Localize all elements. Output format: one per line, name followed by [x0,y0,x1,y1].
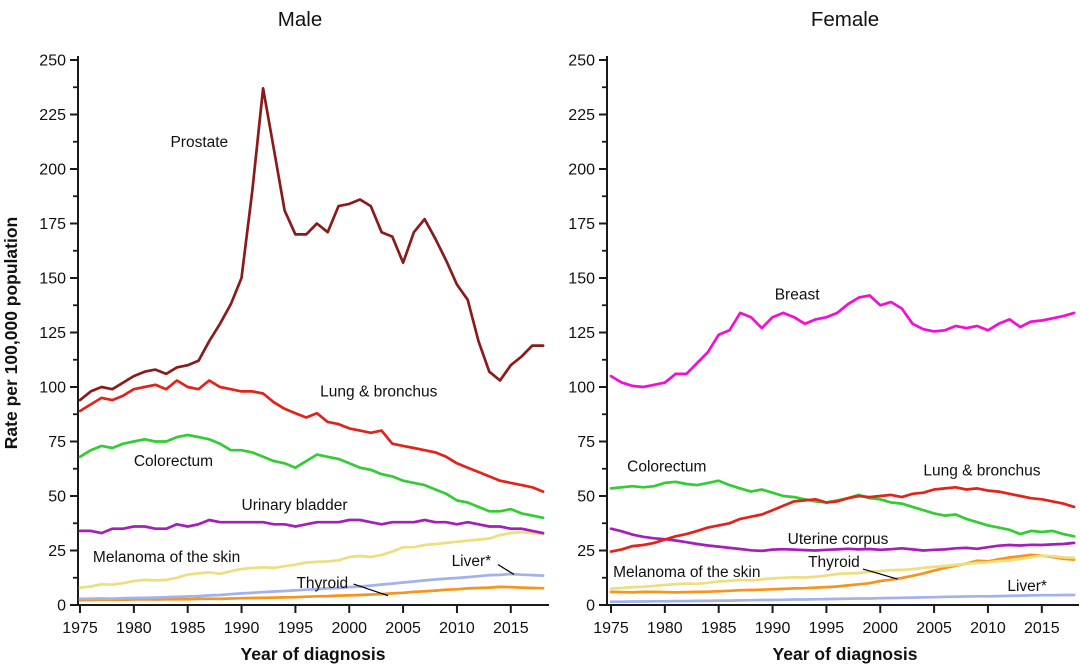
x-tick-label: 1980 [116,620,152,637]
series-line-breast [609,294,1076,389]
y-tick-label: 225 [39,107,66,124]
x-tick-label: 2005 [916,620,952,637]
annotation-colorectum: Colorectum [134,453,213,470]
x-tick-label: 1990 [224,620,260,637]
series-line-urinary-bladder [78,518,545,535]
annotation-leader-liver [497,563,515,575]
annotation-melanoma-of-the-skin: Melanoma of the skin [613,564,760,581]
y-tick-label: 175 [39,216,66,233]
y-tick-label: 0 [57,598,66,615]
y-tick-label: 25 [48,543,66,560]
annotation-uterine-corpus: Uterine corpus [788,531,889,548]
annotation-thyroid: Thyroid [808,554,860,571]
x-tick-label: 1985 [170,620,206,637]
panel-male: 0 25 50 75 100 125 150 175 200 225 250 1975 1980 1985… [39,53,549,637]
y-axis-label: Rate per 100,000 population [1,217,21,449]
y-tick-label: 150 [568,271,595,288]
female-x-axis-label: Year of diagnosis [773,644,918,664]
x-tick-label: 1975 [62,620,98,637]
x-tick-label: 2010 [970,620,1006,637]
series-line-thyroid [609,553,1076,594]
annotation-liver: Liver* [1007,578,1047,595]
annotation-breast: Breast [775,287,820,304]
x-tick-label: 2000 [331,620,367,637]
annotation-lung-bronchus: Lung & bronchus [923,462,1040,479]
y-tick-label: 50 [577,489,595,506]
y-tick-label: 225 [568,107,595,124]
x-tick-label: 1975 [593,620,629,637]
y-tick-label: 75 [48,434,66,451]
y-tick-label: 125 [568,325,595,342]
series-line-melanoma-of-the-skin [609,554,1076,590]
annotation-thyroid: Thyroid [296,575,348,592]
y-tick-label: 150 [39,271,66,288]
series-line-thyroid [78,585,545,602]
female-panel-title: Female [811,8,879,31]
annotation-liver: Liver* [452,553,492,570]
y-tick-label: 75 [577,434,595,451]
y-tick-label: 175 [568,216,595,233]
y-tick-label: 50 [48,489,66,506]
male-x-axis-label: Year of diagnosis [241,644,386,664]
male-panel-title: Male [278,8,322,31]
y-tick-label: 250 [39,53,66,70]
annotation-melanoma-of-the-skin: Melanoma of the skin [93,549,240,566]
y-tick-label: 250 [568,53,595,70]
annotation-colorectum: Colorectum [627,458,706,475]
x-tick-label: 2005 [385,620,421,637]
x-tick-label: 2015 [1024,620,1060,637]
x-tick-label: 1985 [701,620,737,637]
series-line-liver [609,593,1076,604]
y-tick-label: 0 [586,598,595,615]
series-line-prostate [78,86,545,402]
series-line-colorectum [609,479,1076,538]
y-tick-label: 25 [577,543,595,560]
series-line-lung-bronchus [78,379,545,493]
series-line-colorectum [78,433,545,520]
y-tick-label: 100 [39,380,66,397]
x-tick-label: 2010 [439,620,475,637]
y-tick-label: 100 [568,380,595,397]
x-tick-label: 1990 [755,620,791,637]
series-line-uterine-corpus [609,527,1076,553]
x-tick-label: 1995 [278,620,314,637]
y-tick-label: 200 [39,162,66,179]
series-line-liver [78,572,545,601]
annotation-lung-bronchus: Lung & bronchus [320,383,437,400]
y-tick-label: 200 [568,162,595,179]
x-tick-label: 2000 [862,620,898,637]
annotation-urinary-bladder: Urinary bladder [242,497,348,514]
series-line-melanoma-of-the-skin [78,530,545,589]
y-tick-label: 125 [39,325,66,342]
panel-female: 0 25 50 75 100 125 150 175 200 225 250 1975 1980 1985… [568,53,1079,637]
annotation-leader-thyroid [353,583,389,597]
x-tick-label: 1995 [809,620,845,637]
annotation-prostate: Prostate [170,134,228,151]
x-tick-label: 1980 [647,620,683,637]
x-tick-label: 2015 [493,620,529,637]
series-line-lung-bronchus [609,485,1076,553]
annotation-leader-thyroid [862,568,898,580]
